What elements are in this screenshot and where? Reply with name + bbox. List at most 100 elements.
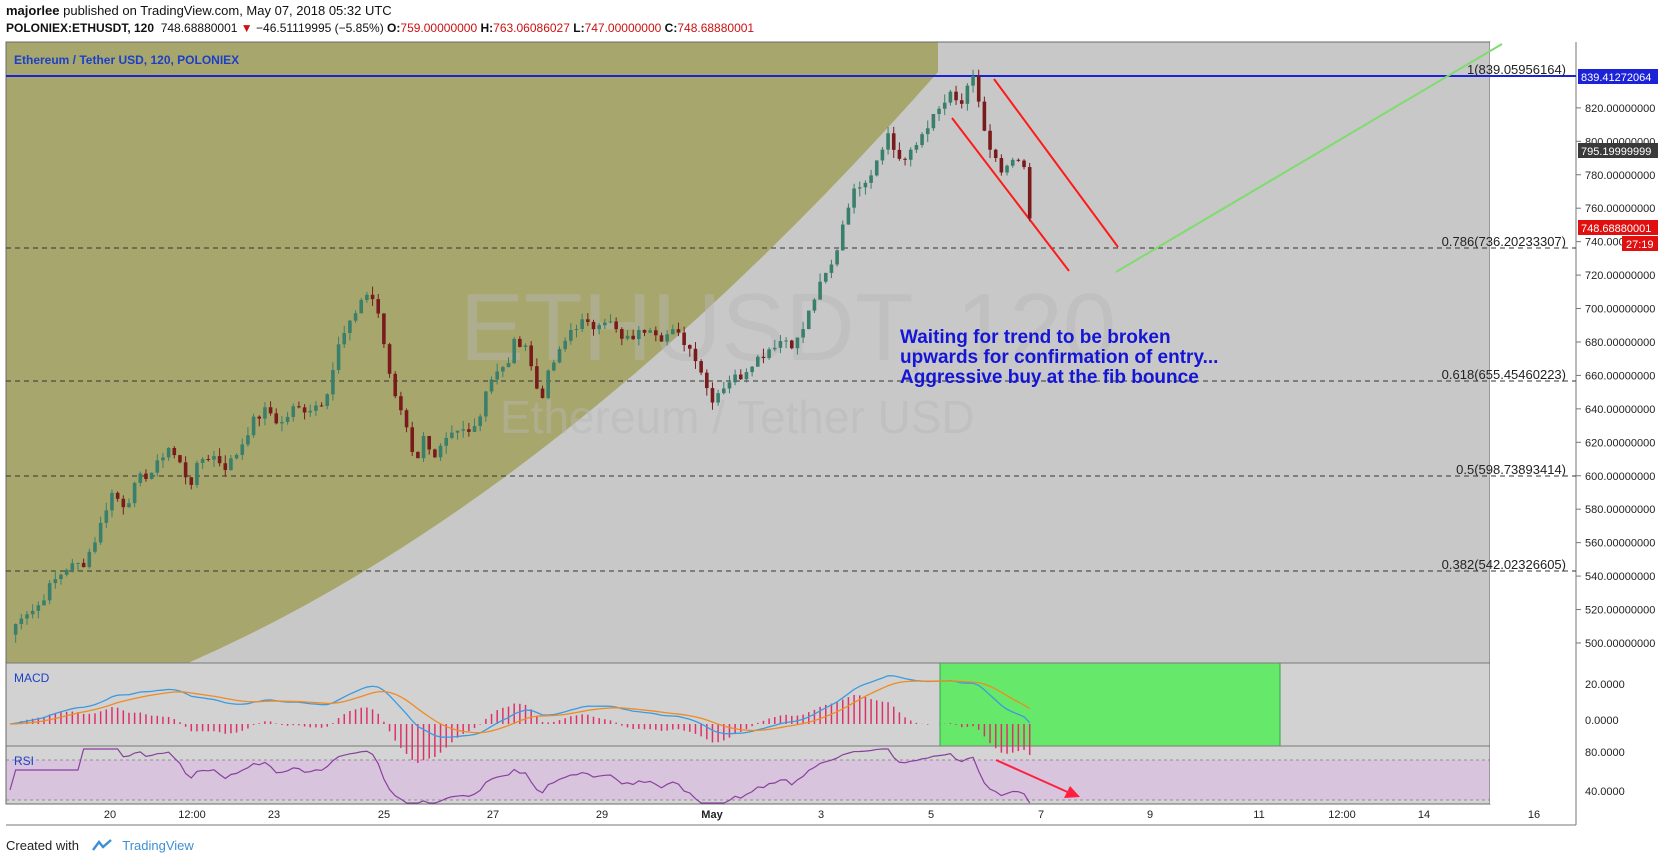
candle-body	[908, 149, 913, 160]
candle-body	[937, 108, 941, 114]
candle-body	[246, 435, 250, 445]
macd-signal-line	[9, 680, 1031, 734]
time-tick: 27	[487, 809, 499, 821]
price-tick-label: 640.00000000	[1585, 404, 1655, 416]
candle-body	[308, 410, 313, 413]
candle-body	[806, 310, 811, 330]
price-tick-label: 660.00000000	[1585, 370, 1655, 382]
candle-body	[121, 498, 126, 508]
candle-body	[857, 187, 862, 189]
candle-body	[64, 569, 69, 575]
candle-body	[19, 618, 24, 625]
candle-body	[954, 91, 958, 101]
price-tag-high-bg	[1578, 69, 1658, 84]
candle-body	[761, 356, 766, 358]
candle-body	[240, 444, 245, 455]
candle-body	[552, 362, 556, 371]
tradingview-link[interactable]: TradingView	[122, 838, 194, 853]
candle-body	[852, 188, 856, 208]
channel-lower-line	[951, 117, 1070, 272]
low-label: L:	[573, 21, 585, 35]
candle-body	[127, 503, 131, 508]
time-tick: 12:00	[178, 809, 206, 821]
tradingview-logo-icon[interactable]	[91, 839, 113, 854]
candle-body	[274, 413, 279, 424]
candle-body	[540, 388, 545, 398]
candle-body	[353, 313, 358, 321]
candle-body	[835, 250, 839, 265]
candle-body	[467, 429, 471, 432]
candle-body	[512, 338, 516, 364]
candle-body	[104, 510, 109, 523]
candle-body	[971, 75, 975, 86]
candle-body	[110, 492, 114, 511]
fib-levels: 1(839.05956164) 0.786(736.20233307) 0.61…	[6, 62, 1576, 572]
candle-body	[982, 101, 987, 131]
candle-body	[942, 102, 947, 109]
author-name[interactable]: majorlee	[6, 3, 60, 18]
candle-body	[455, 430, 460, 433]
candle-body	[772, 347, 777, 350]
candle-body	[472, 426, 477, 432]
candle-body	[370, 294, 375, 300]
candle-body	[433, 449, 437, 458]
candle-body	[331, 370, 335, 395]
candle-body	[948, 91, 953, 103]
candle-body	[251, 416, 256, 436]
candle-body	[925, 128, 930, 135]
open-value: 759.00000000	[400, 21, 478, 35]
candle-body	[829, 264, 834, 273]
candle-body	[234, 454, 239, 459]
macd-highlight-box	[939, 662, 1281, 747]
candle-body	[183, 462, 188, 478]
candle-body	[501, 367, 505, 372]
candle-body	[314, 405, 318, 411]
candle-body	[30, 610, 35, 615]
price-tick-label: 680.00000000	[1585, 337, 1655, 349]
candle-body	[144, 473, 148, 479]
candle-body	[223, 463, 228, 470]
candle-body	[444, 437, 449, 446]
candle-body	[302, 407, 307, 413]
candle-body	[1022, 160, 1026, 168]
low-value: 747.00000000	[584, 21, 662, 35]
price-tag-prev-bg	[1578, 143, 1658, 158]
time-tick: 20	[104, 809, 116, 821]
candle-body	[557, 349, 562, 363]
time-tick: 5	[928, 809, 934, 821]
price-tick-label: 560.00000000	[1585, 538, 1655, 550]
candle-body	[280, 421, 284, 424]
candle-body	[217, 456, 222, 464]
candle-body	[823, 272, 828, 282]
candle-body	[291, 406, 296, 417]
time-tick: 7	[1038, 809, 1044, 821]
candle-body	[812, 299, 817, 311]
candle-body	[484, 391, 488, 417]
candle-body	[393, 373, 398, 397]
candle-body	[36, 605, 41, 611]
annotation-line-3: Aggressive buy at the fib bounce	[900, 367, 1199, 388]
open-label: O:	[387, 21, 401, 35]
candle-body	[738, 374, 743, 380]
candle-body	[387, 344, 392, 374]
candle-body	[750, 366, 754, 373]
candle-body	[518, 338, 522, 347]
candle-body	[671, 329, 675, 335]
fib-label-1: 1(839.05956164)	[1467, 62, 1566, 77]
time-axis[interactable]: 20 12:00 23 25 27 29 May 3 5 7 9 11 12:0…	[104, 809, 1540, 821]
candle-body	[778, 341, 783, 348]
watermark-ticker: ETHUSDT, 120	[460, 274, 1116, 381]
candle-body	[461, 429, 465, 431]
candle-body	[268, 407, 273, 414]
price-tick-label: 820.00000000	[1585, 103, 1655, 115]
price-tick-label: 780.00000000	[1585, 170, 1655, 182]
candle-body	[704, 372, 709, 389]
green-trend-line	[1115, 43, 1503, 273]
candle-body	[846, 207, 851, 225]
time-tick: 3	[818, 809, 824, 821]
candle-body	[993, 149, 998, 159]
high-value: 763.06086027	[493, 21, 570, 35]
channel-upper-line	[993, 78, 1119, 248]
candle-body	[897, 149, 902, 159]
